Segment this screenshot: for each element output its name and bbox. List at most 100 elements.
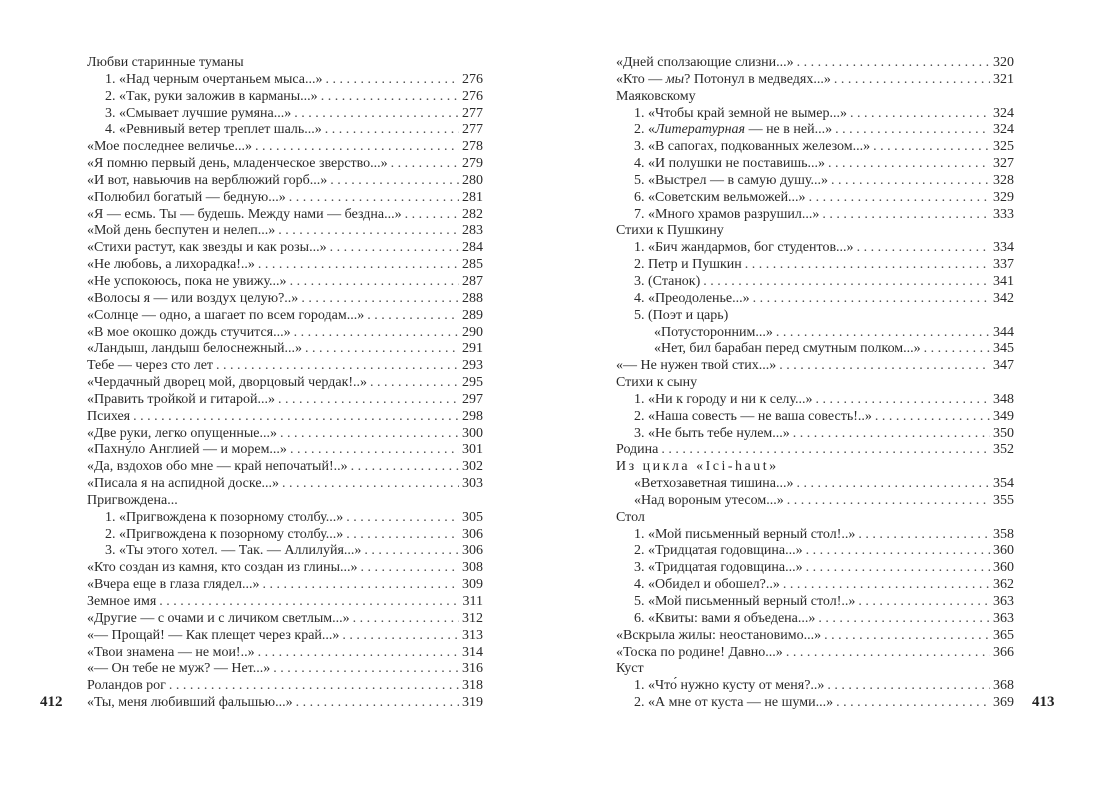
- entry-title: «Править тройкой и гитарой...»: [87, 392, 275, 409]
- dot-leader: [824, 628, 990, 645]
- entry-page-number: 318: [462, 678, 483, 694]
- entry-page-number: 358: [993, 526, 1014, 542]
- entry-title-text: «Ты, меня любивший фальшью...»: [87, 695, 293, 711]
- toc-entry: «Вчера еще в глаза глядел...» 309: [87, 577, 483, 594]
- entry-page-number: 280: [462, 172, 483, 188]
- entry-title-text: 1. «Чтобы край земной не вымер...»: [634, 105, 847, 121]
- toc-entry: «Твои знамена — не мои!..» 314: [87, 645, 483, 662]
- toc-entry: «Писала я на аспидной доске...» 303: [87, 476, 483, 493]
- dot-leader: [364, 543, 459, 560]
- entry-title: 3. «Ты этого хотел. — Так. — Аллилуйя...…: [105, 543, 361, 560]
- entry-title-text: 2. Петр и Пушкин: [634, 257, 742, 273]
- toc-section-heading: Любви старинные туманы: [87, 55, 483, 72]
- toc-entry: 7. «Много храмов разрушил...» 333: [616, 207, 1014, 224]
- toc-entry: «Не любовь, а лихорадка!..» 285: [87, 257, 483, 274]
- entry-page-number: 363: [993, 594, 1014, 609]
- entry-page-number: 329: [993, 189, 1014, 205]
- toc-entry: 2. «А мне от куста — не шуми...» 369: [616, 695, 1014, 712]
- entry-title-text: «Потусторонним...»: [654, 324, 773, 340]
- entry-title-text: Земное имя: [87, 594, 157, 609]
- entry-title-text: «Не любовь, а лихорадка!..»: [87, 257, 255, 273]
- entry-page-number: 320: [993, 55, 1014, 70]
- toc-entry: «Править тройкой и гитарой...» 297: [87, 392, 483, 409]
- entry-title-text: 2. «Наша совесть — не ваша совесть!..»: [634, 408, 872, 424]
- entry-page-number: 285: [462, 257, 483, 273]
- entry-title: «Ты, меня любивший фальшью...»: [87, 695, 293, 712]
- toc-entry: «В мое окошко дождь стучится...» 290: [87, 325, 483, 342]
- entry-title-text: «Солнце — одно, а шагает по всем городам…: [87, 307, 365, 323]
- entry-page-number: 350: [993, 425, 1014, 441]
- entry-title: 7. «Много храмов разрушил...»: [634, 207, 819, 224]
- toc-entry: «Солнце — одно, а шагает по всем городам…: [87, 308, 483, 325]
- entry-title-text: «Вчера еще в глаза глядел...»: [87, 577, 260, 593]
- dot-leader: [290, 274, 459, 291]
- entry-title-text: Маяковскому: [616, 88, 696, 104]
- entry-page-number: 324: [993, 122, 1014, 138]
- dot-leader: [834, 72, 990, 89]
- entry-page-number: 277: [462, 122, 483, 138]
- entry-page-number: 341: [993, 273, 1014, 289]
- toc-entry: «Кто создан из камня, кто создан из глин…: [87, 560, 483, 577]
- entry-title: Любви старинные туманы: [87, 55, 244, 72]
- entry-title: «Волосы я — или воздух целую?..»: [87, 291, 298, 308]
- entry-page-number: 289: [462, 307, 483, 323]
- entry-title-text: 6. «Советским вельможей...»: [634, 189, 806, 205]
- entry-title-text: 4. «И полушки не поставишь...»: [634, 156, 826, 172]
- dot-leader: [822, 207, 990, 224]
- toc-entry: 6. «Квиты: вами я объедена...» 363: [616, 611, 1014, 628]
- entry-title: «Мое последнее величье...»: [87, 139, 252, 156]
- entry-title-text: 2. «: [634, 122, 655, 138]
- dot-leader: [351, 459, 459, 476]
- dot-leader: [827, 678, 990, 695]
- entry-title: 4. «Обидел и обошел?..»: [634, 577, 780, 594]
- dot-leader: [321, 89, 459, 106]
- entry-title-text: 1. «Над черным очертаньем мыса...»: [105, 71, 323, 87]
- dot-leader: [346, 510, 459, 527]
- toc-entry: Родина 352: [616, 442, 1014, 459]
- entry-title: «Я — есмь. Ты — будешь. Между нами — без…: [87, 207, 402, 224]
- dot-leader: [325, 122, 459, 139]
- entry-page-number: 327: [993, 156, 1014, 172]
- entry-page-number: 279: [462, 156, 483, 172]
- entry-title: «Мой день беспутен и нелеп...»: [87, 223, 275, 240]
- entry-title: Тебе — через сто лет: [87, 358, 213, 375]
- entry-title: Из цикла «Ici-haut»: [616, 459, 779, 476]
- entry-title: 3. «Тридцатая годовщина...»: [634, 560, 803, 577]
- entry-title: Пригвождена...: [87, 493, 178, 510]
- entry-title: «Полюбил богатый — бедную...»: [87, 190, 286, 207]
- toc-entry: «Две руки, легко опущенные...» 300: [87, 426, 483, 443]
- dot-leader: [330, 173, 459, 190]
- entry-title-text: «Я помню первый день, младенческое зверс…: [87, 156, 388, 172]
- dot-leader: [806, 560, 990, 577]
- entry-title: «Солнце — одно, а шагает по всем городам…: [87, 308, 364, 325]
- toc-entry: «Да, вздохов обо мне — край непочатый!..…: [87, 459, 483, 476]
- dot-leader: [391, 156, 459, 173]
- dot-leader: [858, 594, 990, 611]
- dot-leader: [346, 527, 459, 544]
- entry-title: 1. «Что́ нужно кусту от меня?..»: [634, 678, 824, 695]
- dot-leader: [342, 628, 459, 645]
- entry-title: 6. «Квиты: вами я объедена...»: [634, 611, 815, 628]
- entry-title: 1. «Чтобы край земной не вымер...»: [634, 106, 847, 123]
- entry-title: 3. «В сапогах, подкованных железом...»: [634, 139, 870, 156]
- entry-title-text-after: — не в ней...»: [745, 122, 833, 138]
- entry-title-text: «В мое окошко дождь стучится...»: [87, 324, 291, 340]
- entry-title-text: «Кто создан из камня, кто создан из глин…: [87, 560, 358, 576]
- toc-entry: «Стихи растут, как звезды и как розы...»…: [87, 240, 483, 257]
- entry-title: 2. «Так, руки заложив в карманы...»: [105, 89, 318, 106]
- entry-page-number: 348: [993, 391, 1014, 407]
- dot-leader: [776, 325, 990, 342]
- entry-title-text: «Полюбил богатый — бедную...»: [87, 189, 286, 205]
- entry-title-text: «Стихи растут, как звезды и как розы...»: [87, 240, 327, 256]
- entry-page-number: 312: [462, 610, 483, 626]
- dot-leader: [875, 409, 990, 426]
- entry-title-text: «Дней сползающие слизни...»: [616, 55, 794, 70]
- dot-leader: [835, 122, 990, 139]
- entry-page-number: 298: [462, 408, 483, 424]
- entry-title: 2. Петр и Пушкин: [634, 257, 742, 274]
- entry-title: «— Прощай! — Как плещет через край...»: [87, 628, 339, 645]
- toc-entry: «Волосы я — или воздух целую?..» 288: [87, 291, 483, 308]
- entry-title-text: «Пахну́ло Англией — и морем...»: [87, 442, 287, 458]
- entry-title-text-after: ? Потонул в медведях...»: [684, 71, 831, 87]
- entry-page-number: 334: [993, 240, 1014, 256]
